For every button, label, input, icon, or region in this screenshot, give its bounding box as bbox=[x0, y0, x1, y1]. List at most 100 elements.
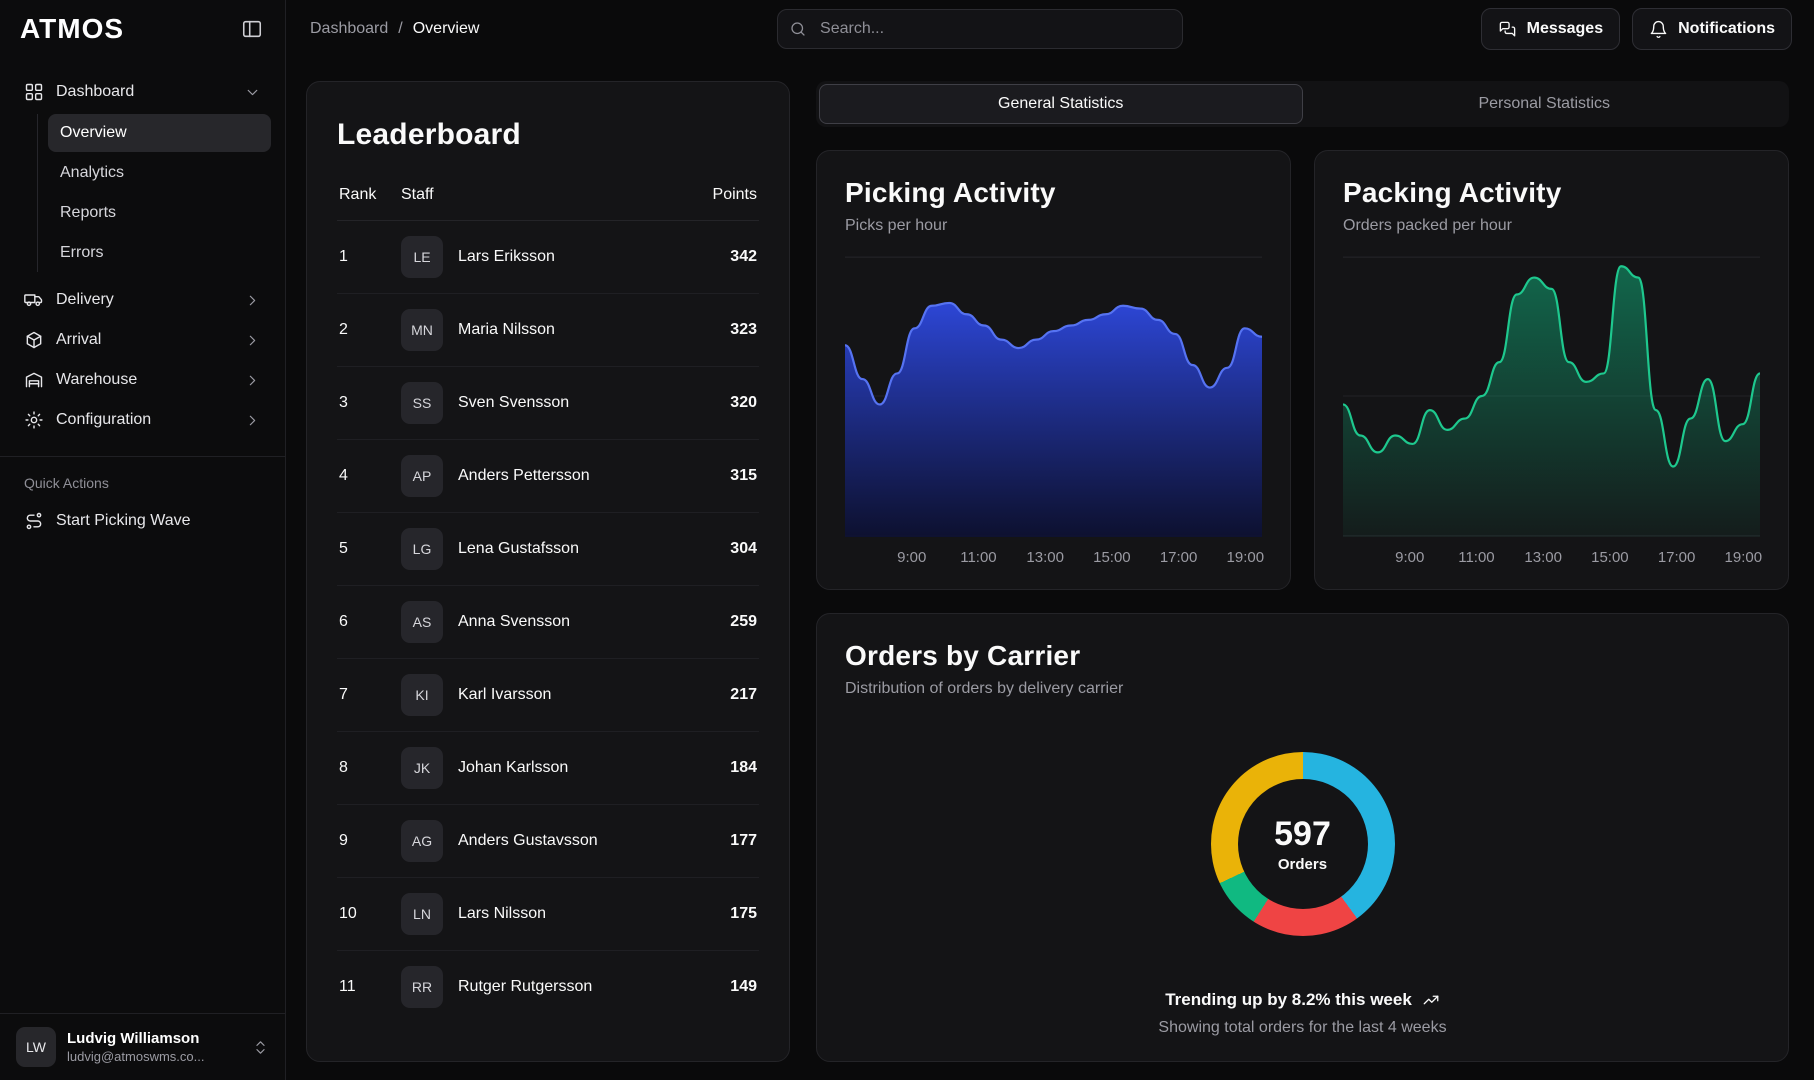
nav-label: Arrival bbox=[56, 331, 232, 349]
staff-avatar: LG bbox=[401, 528, 443, 570]
staff-avatar: LN bbox=[401, 893, 443, 935]
sidebar-item-reports[interactable]: Reports bbox=[48, 194, 271, 232]
panel-left-icon bbox=[241, 18, 263, 40]
sidebar-toggle-button[interactable] bbox=[237, 14, 267, 44]
sidebar-item-configuration[interactable]: Configuration bbox=[14, 400, 271, 440]
staff-avatar: MN bbox=[401, 309, 443, 351]
staff-cell: JK Johan Karlsson bbox=[401, 747, 673, 789]
leaderboard-row: 4APAnders Pettersson315 bbox=[337, 440, 759, 513]
layout-grid-icon bbox=[24, 82, 44, 102]
nav-label: Configuration bbox=[56, 411, 232, 429]
leaderboard-row: 8JKJohan Karlsson184 bbox=[337, 732, 759, 805]
chevron-right-icon bbox=[244, 412, 261, 429]
search-input[interactable] bbox=[777, 9, 1183, 49]
breadcrumb-dashboard[interactable]: Dashboard bbox=[310, 20, 388, 38]
staff-avatar: JK bbox=[401, 747, 443, 789]
sidebar-item-arrival[interactable]: Arrival bbox=[14, 320, 271, 360]
x-tick-label: 11:00 bbox=[960, 549, 996, 566]
x-tick-label: 17:00 bbox=[1160, 549, 1198, 566]
staff-avatar: KI bbox=[401, 674, 443, 716]
leaderboard-row: 5LGLena Gustafsson304 bbox=[337, 513, 759, 586]
trend-line: Trending up by 8.2% this week bbox=[845, 990, 1760, 1010]
sidebar-item-errors[interactable]: Errors bbox=[48, 234, 271, 272]
settings-icon bbox=[24, 410, 44, 430]
route-icon bbox=[24, 511, 44, 531]
points-value: 315 bbox=[673, 467, 757, 485]
messages-button[interactable]: Messages bbox=[1481, 8, 1621, 50]
truck-icon bbox=[24, 290, 44, 310]
staff-cell: LN Lars Nilsson bbox=[401, 893, 673, 935]
packing-activity-title: Packing Activity bbox=[1343, 177, 1760, 209]
sidebar-item-analytics[interactable]: Analytics bbox=[48, 154, 271, 192]
rank-value: 10 bbox=[339, 905, 401, 923]
staff-name: Lars Eriksson bbox=[458, 248, 555, 266]
picking-activity-card: Picking Activity Picks per hour 9:0011:0… bbox=[816, 150, 1291, 590]
orders-by-carrier-card: Orders by Carrier Distribution of orders… bbox=[816, 613, 1789, 1062]
chevron-right-icon bbox=[244, 292, 261, 309]
rank-value: 6 bbox=[339, 613, 401, 631]
column-staff: Staff bbox=[401, 186, 673, 204]
quick-action-start-picking-wave[interactable]: Start Picking Wave bbox=[14, 501, 271, 541]
leaderboard-row: 6ASAnna Svensson259 bbox=[337, 586, 759, 659]
rank-value: 4 bbox=[339, 467, 401, 485]
staff-name: Sven Svensson bbox=[458, 394, 569, 412]
sidebar: ATMOS DashboardOverviewAnalyticsReportsE… bbox=[0, 0, 286, 1080]
packing-activity-x-axis: 9:0011:0013:0015:0017:0019:00 bbox=[1343, 543, 1760, 571]
sidebar-item-dashboard[interactable]: Dashboard bbox=[14, 72, 271, 112]
rank-value: 1 bbox=[339, 248, 401, 266]
staff-avatar: RR bbox=[401, 966, 443, 1008]
notifications-button[interactable]: Notifications bbox=[1632, 8, 1792, 50]
points-value: 342 bbox=[673, 248, 757, 266]
bell-icon bbox=[1649, 20, 1668, 39]
staff-name: Lena Gustafsson bbox=[458, 540, 579, 558]
picking-activity-subtitle: Picks per hour bbox=[845, 217, 1262, 235]
leaderboard-title: Leaderboard bbox=[337, 118, 759, 152]
user-menu[interactable]: LW Ludvig Williamson ludvig@atmoswms.co.… bbox=[0, 1013, 285, 1080]
main-area: Dashboard / Overview Messages Notificati… bbox=[286, 0, 1814, 1080]
leaderboard-row: 3SSSven Svensson320 bbox=[337, 367, 759, 440]
points-value: 217 bbox=[673, 686, 757, 704]
search bbox=[777, 9, 1183, 49]
sidebar-nav: DashboardOverviewAnalyticsReportsErrors D… bbox=[0, 58, 285, 440]
sidebar-item-overview[interactable]: Overview bbox=[48, 114, 271, 152]
staff-avatar: LE bbox=[401, 236, 443, 278]
x-tick-label: 15:00 bbox=[1093, 549, 1131, 566]
points-value: 323 bbox=[673, 321, 757, 339]
tab-personal-statistics[interactable]: Personal Statistics bbox=[1303, 84, 1787, 124]
tab-general-statistics[interactable]: General Statistics bbox=[819, 84, 1303, 124]
sidebar-item-warehouse[interactable]: Warehouse bbox=[14, 360, 271, 400]
points-value: 320 bbox=[673, 394, 757, 412]
leaderboard-row: 9AGAnders Gustavsson177 bbox=[337, 805, 759, 878]
x-tick-label: 13:00 bbox=[1026, 549, 1064, 566]
messages-icon bbox=[1498, 20, 1517, 39]
sidebar-subnav-dashboard: OverviewAnalyticsReportsErrors bbox=[37, 114, 271, 272]
leaderboard-row: 7KIKarl Ivarsson217 bbox=[337, 659, 759, 732]
rank-value: 8 bbox=[339, 759, 401, 777]
staff-cell: MNMaria Nilsson bbox=[401, 309, 673, 351]
search-icon bbox=[789, 20, 807, 38]
rank-value: 9 bbox=[339, 832, 401, 850]
orders-by-carrier-subtitle: Distribution of orders by delivery carri… bbox=[845, 680, 1760, 698]
quick-actions-title: Quick Actions bbox=[14, 471, 271, 501]
user-avatar: LW bbox=[16, 1027, 56, 1067]
messages-button-label: Messages bbox=[1527, 20, 1604, 38]
donut-center: 597 Orders bbox=[1238, 779, 1368, 909]
staff-cell: SSSven Svensson bbox=[401, 382, 673, 424]
staff-name: Johan Karlsson bbox=[458, 759, 568, 777]
x-tick-label: 13:00 bbox=[1524, 549, 1562, 566]
orders-footnote: Showing total orders for the last 4 week… bbox=[845, 1019, 1760, 1037]
staff-name: Lars Nilsson bbox=[458, 905, 546, 923]
nav-label: Warehouse bbox=[56, 371, 232, 389]
sidebar-item-delivery[interactable]: Delivery bbox=[14, 280, 271, 320]
staff-name: Anders Pettersson bbox=[458, 467, 590, 485]
staff-name: Anders Gustavsson bbox=[458, 832, 598, 850]
leaderboard-header-row: Rank Staff Points bbox=[337, 186, 759, 221]
sidebar-header: ATMOS bbox=[0, 0, 285, 58]
trending-up-icon bbox=[1422, 991, 1440, 1009]
orders-total-label: Orders bbox=[1278, 856, 1327, 873]
points-value: 304 bbox=[673, 540, 757, 558]
staff-avatar: AG bbox=[401, 820, 443, 862]
trend-text: Trending up by 8.2% this week bbox=[1165, 990, 1412, 1010]
activity-cards-row: Picking Activity Picks per hour 9:0011:0… bbox=[816, 150, 1789, 590]
breadcrumb-separator: / bbox=[398, 20, 402, 38]
